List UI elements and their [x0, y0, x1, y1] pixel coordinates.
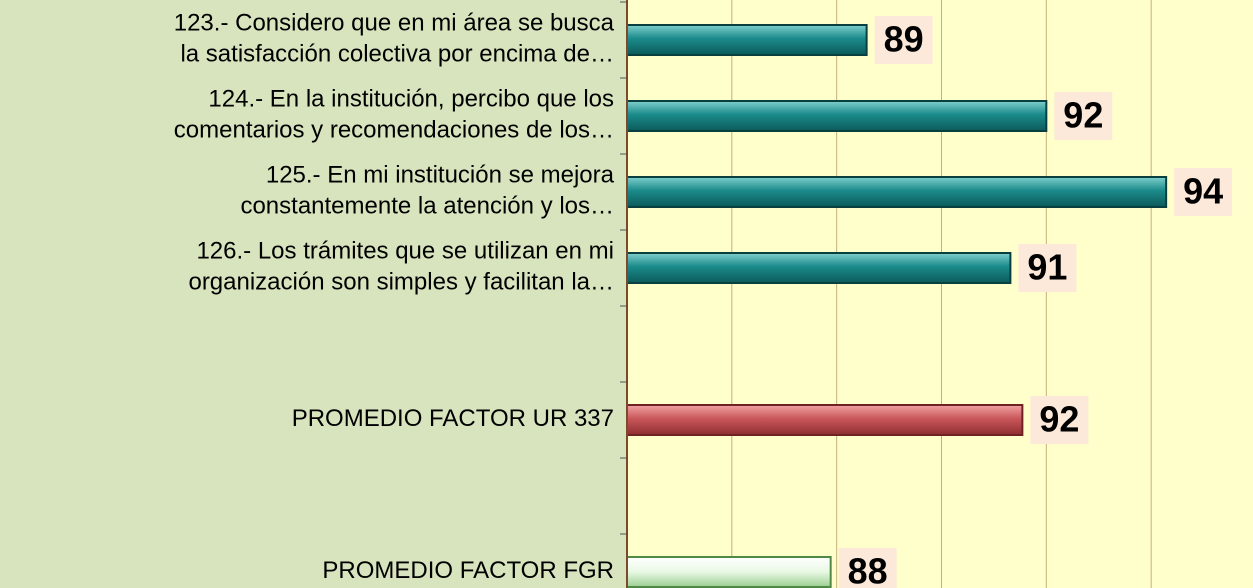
category-label-line: organización son simples y facilitan la…: [188, 269, 614, 296]
bar: [626, 556, 832, 588]
value-label-box: [1018, 244, 1077, 292]
value-label-box: [874, 16, 933, 64]
plot-area: [627, 0, 1253, 588]
category-label: PROMEDIO FACTOR UR 337: [292, 405, 614, 432]
bar: [626, 24, 868, 56]
category-label: PROMEDIO FACTOR FGR: [322, 557, 614, 584]
value-label-box: [1054, 92, 1113, 140]
category-label-line: la satisfacción colectiva por encima de…: [180, 41, 614, 68]
category-label-line: comentarios y recomendaciones de los…: [174, 117, 614, 144]
bar: [626, 252, 1012, 284]
category-label-line: PROMEDIO FACTOR FGR: [322, 557, 614, 584]
bar: [626, 176, 1168, 208]
category-label: 123.- Considero que en mi área se busca l…: [174, 10, 615, 68]
bar: [626, 404, 1024, 436]
bar: [626, 100, 1048, 132]
value-label: 92: [1063, 95, 1103, 136]
category-label-line: 124.- En la institución, percibo que los: [208, 86, 614, 113]
category-label-line: 126.- Los trámites que se utilizan en mi: [196, 238, 614, 265]
value-label: 92: [1039, 399, 1079, 440]
value-label: 91: [1027, 247, 1067, 288]
category-label: 125.- En mi institución se mejora constan…: [240, 162, 614, 220]
value-label-box: [1030, 396, 1089, 444]
category-label: 124.- En la institución, percibo que los…: [174, 86, 614, 144]
category-label-line: 125.- En mi institución se mejora: [266, 162, 615, 189]
category-label-line: 123.- Considero que en mi área se busca: [174, 10, 615, 37]
value-label: 88: [848, 551, 888, 588]
category-label-line: PROMEDIO FACTOR UR 337: [292, 405, 614, 432]
value-label-box: [1174, 168, 1233, 216]
value-label-box: [838, 548, 897, 588]
value-label: 89: [884, 19, 924, 60]
category-label-line: constantemente la atención y los…: [240, 193, 614, 220]
value-label: 94: [1183, 171, 1223, 212]
category-label: 126.- Los trámites que se utilizan en mi…: [188, 238, 614, 296]
